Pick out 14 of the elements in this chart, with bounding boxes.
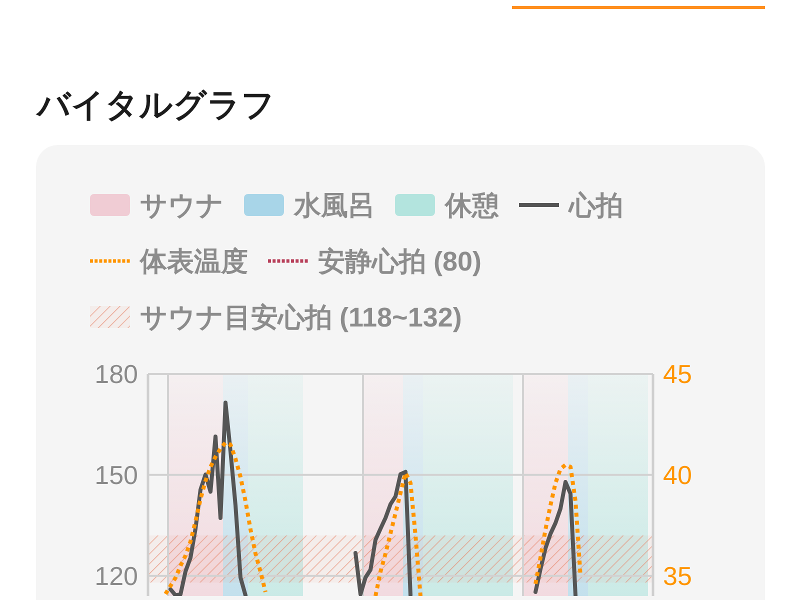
y-tick-label: 120 xyxy=(94,560,138,591)
legend-label: 安静心拍 (80) xyxy=(318,246,482,276)
legend-label: 心拍 xyxy=(569,190,623,220)
legend-label: サウナ xyxy=(140,190,224,220)
y-tick-label: 180 xyxy=(94,359,138,390)
legend-label: 体表温度 xyxy=(140,246,248,276)
y2-tick-label: 45 xyxy=(663,359,692,390)
y2-tick-label: 35 xyxy=(663,560,692,591)
legend-label: サウナ目安心拍 (118~132) xyxy=(140,302,462,332)
chart-title: バイタルグラフ xyxy=(37,86,275,123)
y2-tick-label: 40 xyxy=(663,460,692,490)
y-tick-label: 150 xyxy=(94,460,138,490)
legend-label: 休憩 xyxy=(445,190,499,220)
legend-label: 水風呂 xyxy=(294,190,375,220)
